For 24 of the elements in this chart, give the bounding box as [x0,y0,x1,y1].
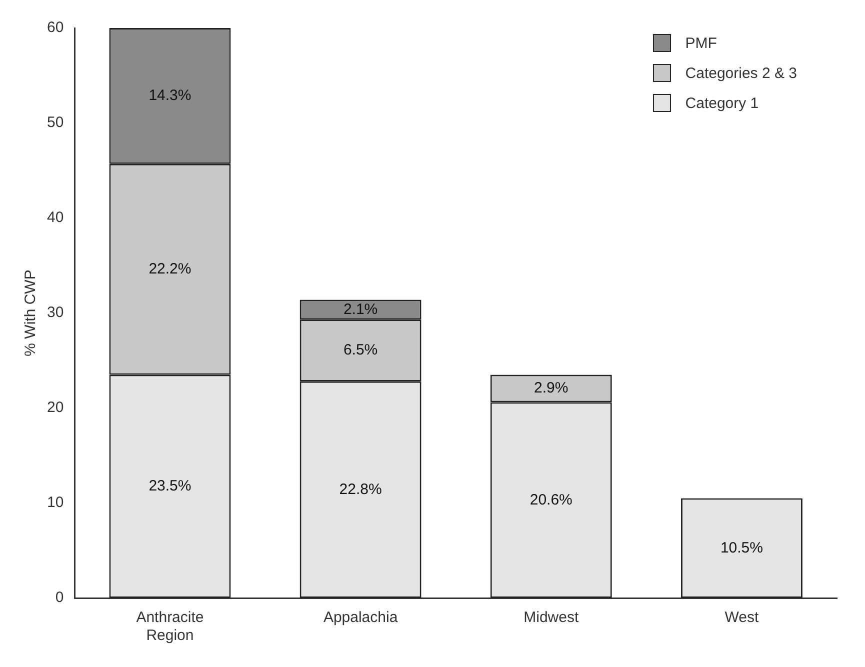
data-label: 22.8% [339,480,382,498]
x-tick-label: West [724,609,760,626]
y-tick-label: 40 [46,209,64,226]
y-tick-label: 20 [46,399,64,416]
data-label: 23.5% [148,478,192,495]
data-label: 2.9% [534,380,568,397]
data-label: 6.5% [343,342,378,359]
legend-label: PMF [685,34,717,52]
y-axis-title: % With CWP [22,270,40,356]
data-label: 10.5% [720,539,763,556]
y-tick-label: 50 [46,114,64,132]
x-tick-label: Midwest [524,609,580,626]
x-tick-label: Appalachia [323,609,398,626]
y-tick-label: 0 [55,589,64,606]
data-label: 20.6% [530,491,572,508]
legend-label: Category 1 [685,94,759,112]
x-tick-label: Anthracite Region [136,609,204,644]
legend-label: Categories 2 & 3 [685,64,797,82]
y-tick-label: 30 [46,304,64,322]
y-tick-label: 10 [46,494,64,512]
y-tick-label: 60 [46,19,64,36]
data-label: 2.1% [343,300,378,318]
data-label: 14.3% [148,87,192,104]
data-label: 22.2% [148,260,192,278]
